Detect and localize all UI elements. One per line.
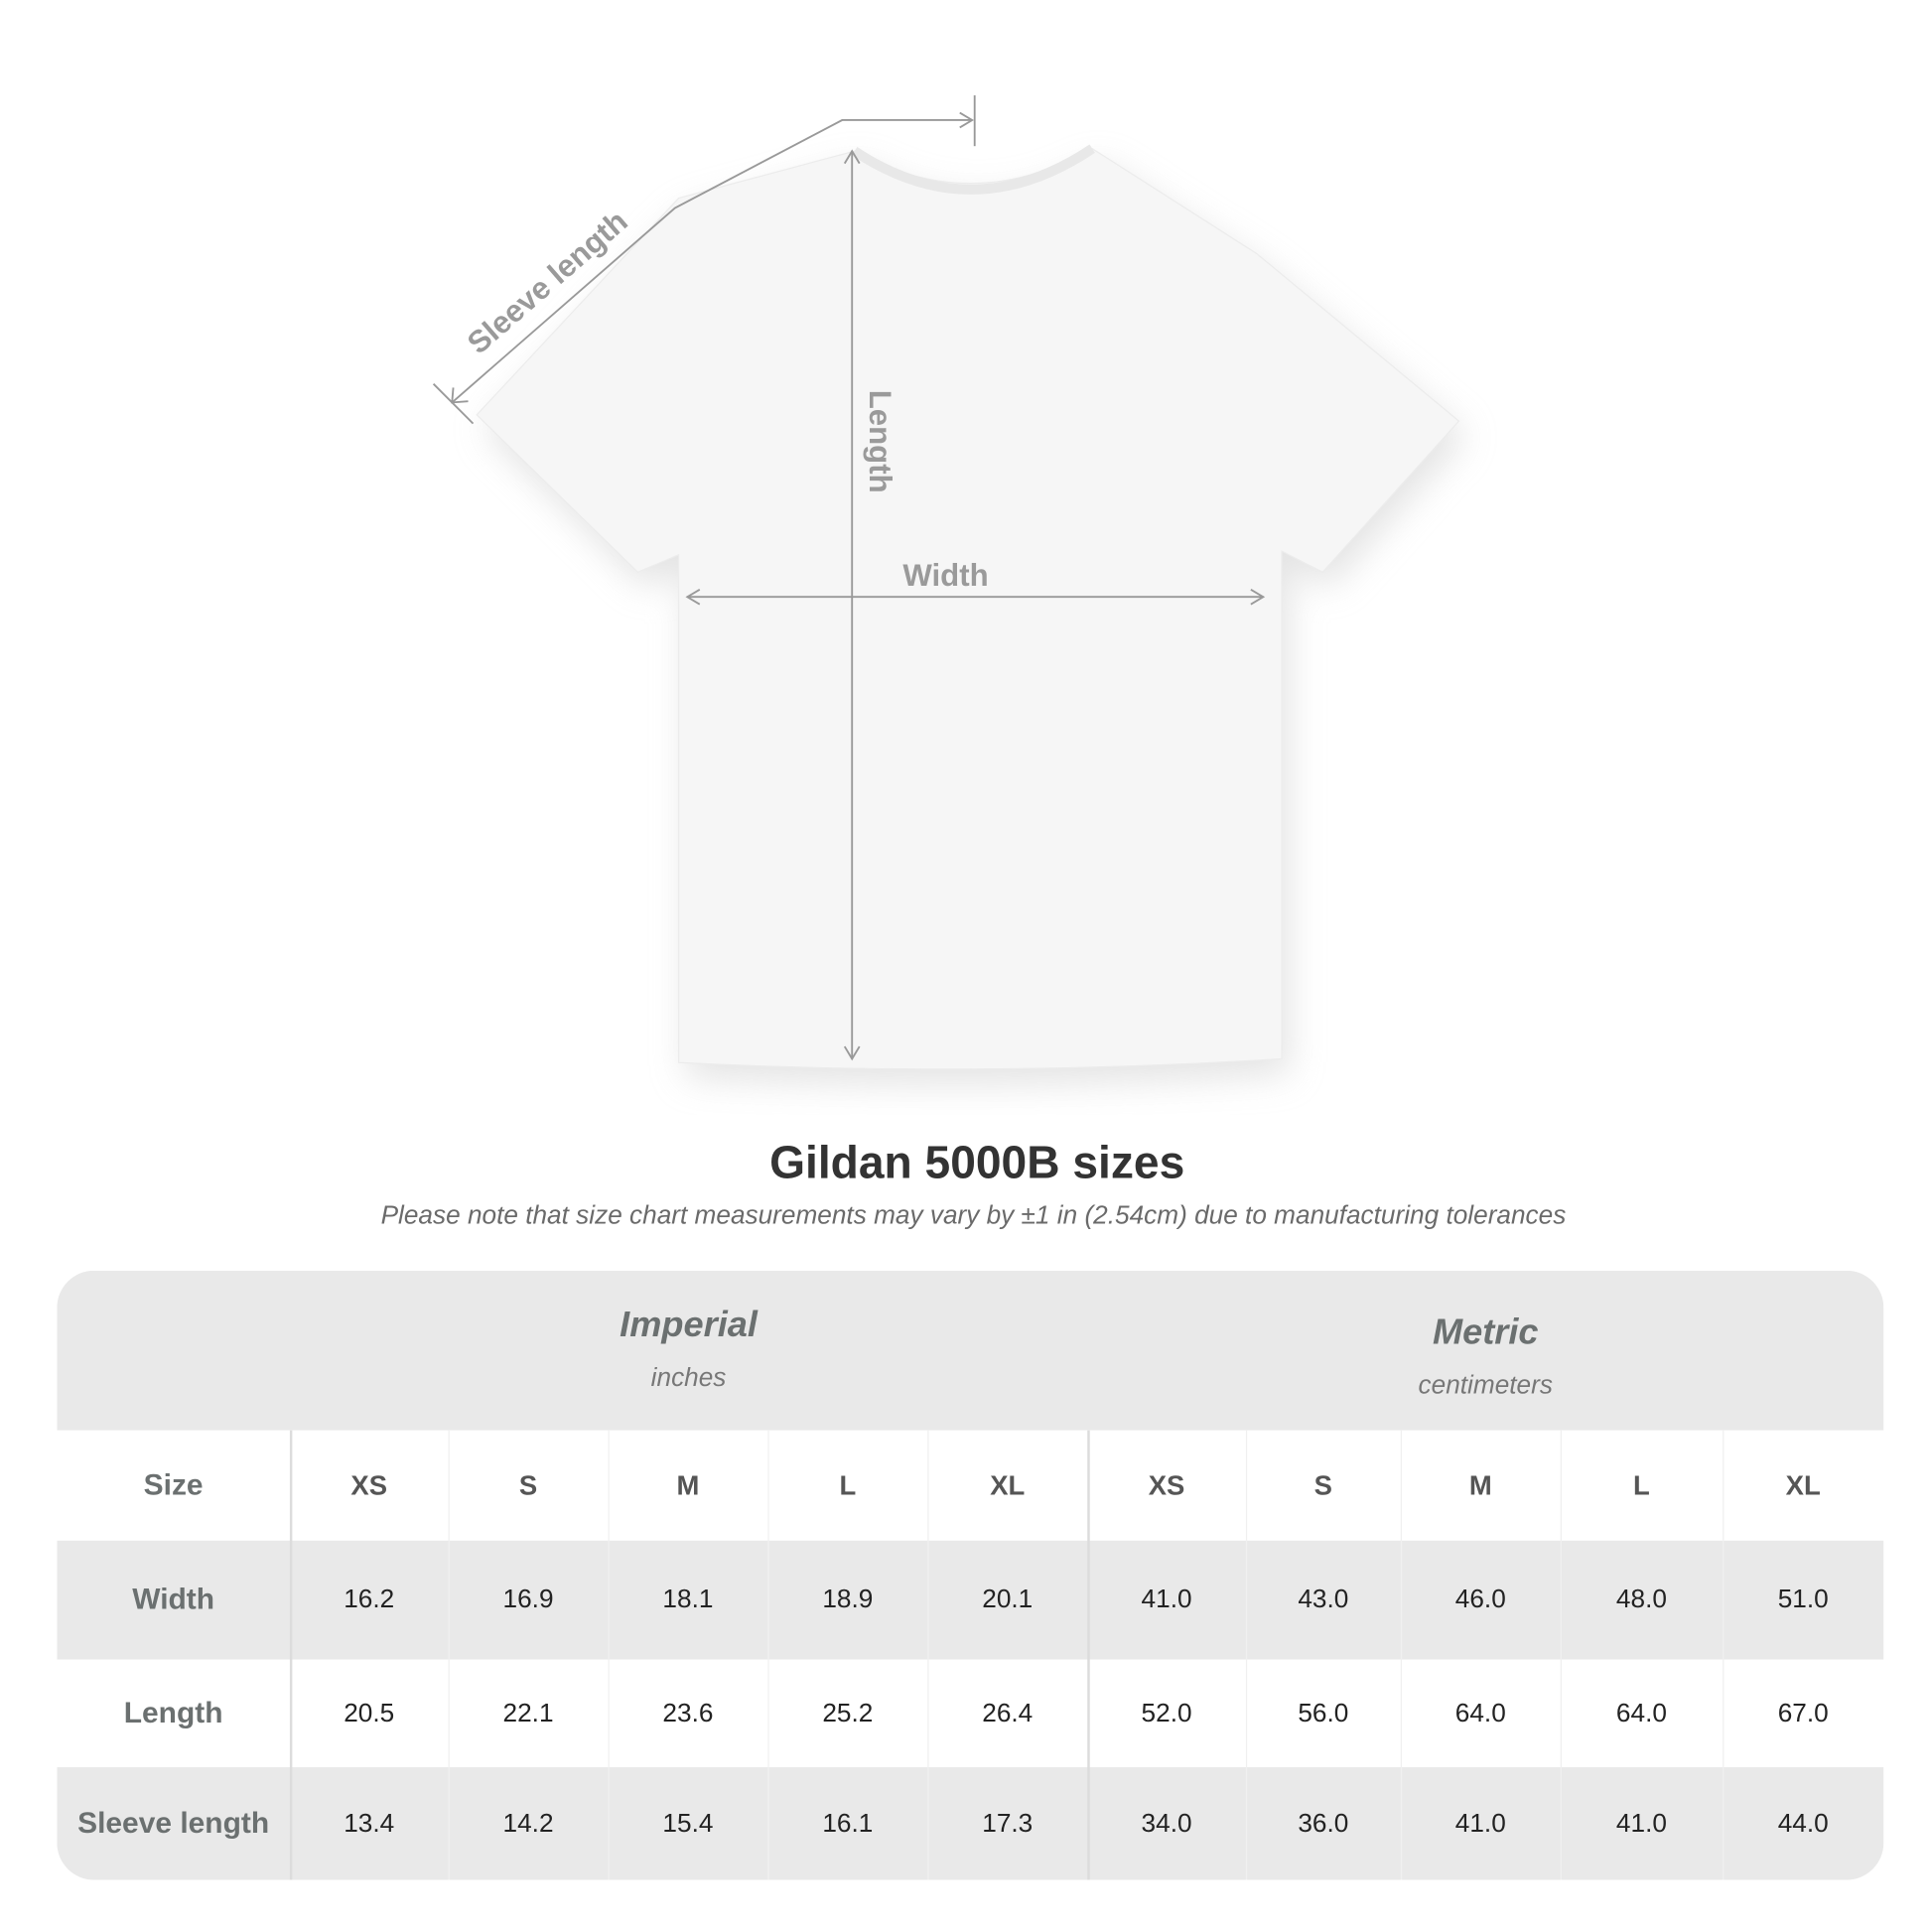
size-column-header: L [839,1469,857,1501]
size-column-header: XL [990,1469,1026,1501]
column-divider [608,1430,610,1880]
size-column-header: L [1633,1469,1650,1501]
table-cell: 56.0 [1298,1698,1349,1727]
table-cell: 16.1 [822,1808,874,1838]
table-cell: 14.2 [502,1808,554,1838]
table-band [57,1540,1884,1660]
table-band [57,1659,1884,1768]
table-band [57,1430,1884,1541]
column-divider [767,1430,769,1880]
width-label: Width [902,558,989,594]
table-cell: 20.1 [982,1585,1034,1614]
size-column-header: S [518,1469,538,1501]
size-column-header: M [676,1469,700,1501]
table-cell: 41.0 [1141,1585,1192,1614]
row-label: Width [132,1583,215,1616]
table-cell: 20.5 [344,1698,395,1727]
size-column-header: XS [1148,1469,1185,1501]
group-header-imperial: Imperial inches [290,1306,1087,1394]
table-cell: 48.0 [1615,1585,1667,1614]
table-cell: 26.4 [982,1698,1034,1727]
table-cell: 23.6 [662,1698,714,1727]
table-band [57,1767,1884,1880]
table-cell: 34.0 [1141,1808,1192,1838]
row-label: Length [123,1696,223,1729]
table-cell: 25.2 [822,1698,874,1727]
column-divider [1087,1430,1090,1880]
unit-label: centimeters [1418,1370,1553,1400]
table-cell: 41.0 [1454,1808,1506,1838]
tshirt-diagram [432,95,1466,1084]
table-cell: 43.0 [1298,1585,1349,1614]
column-divider [1245,1430,1248,1880]
page-title: Gildan 5000B sizes [769,1137,1185,1188]
table-cell: 51.0 [1777,1585,1829,1614]
table-cell: 52.0 [1141,1698,1192,1727]
size-column-header: S [1313,1469,1333,1501]
table-band [57,1270,1884,1431]
column-divider [1400,1430,1403,1880]
unit-system: Imperial [620,1305,758,1345]
table-cell: 17.3 [982,1808,1034,1838]
size-column-header: XS [350,1469,388,1501]
table-cell: 15.4 [662,1808,714,1838]
column-divider [1560,1430,1562,1880]
table-cell: 41.0 [1615,1808,1667,1838]
size-header: Size [143,1467,204,1502]
sleeve-length-line [451,119,973,404]
table-cell: 46.0 [1454,1585,1506,1614]
size-table: Imperial inches Metric centimeters Size XS S M L… [57,1270,1884,1880]
table-cell: 13.4 [344,1808,395,1838]
table-cell: 64.0 [1454,1698,1506,1727]
length-label: Length [862,389,897,493]
column-divider [289,1430,293,1880]
table-cell: 22.1 [502,1698,554,1727]
table-cell: 36.0 [1298,1808,1349,1838]
size-column-header: M [1468,1469,1492,1501]
table-cell: 16.9 [502,1585,554,1614]
column-divider [927,1430,929,1880]
table-cell: 44.0 [1777,1808,1829,1838]
tolerance-note: Please note that size chart measurements… [380,1200,1567,1230]
tshirt-shape [476,147,1460,1070]
unit-label: inches [650,1363,727,1393]
size-column-header: XL [1785,1469,1821,1501]
table-cell: 18.9 [822,1585,874,1614]
table-cell: 67.0 [1777,1698,1829,1727]
table-cell: 16.2 [344,1585,395,1614]
column-divider [448,1430,450,1880]
row-label: Sleeve length [77,1806,270,1841]
group-header-metric: Metric centimeters [1087,1312,1883,1401]
unit-system: Metric [1432,1312,1539,1353]
table-cell: 18.1 [662,1585,714,1614]
column-divider [1723,1430,1725,1880]
table-cell: 64.0 [1615,1698,1667,1727]
